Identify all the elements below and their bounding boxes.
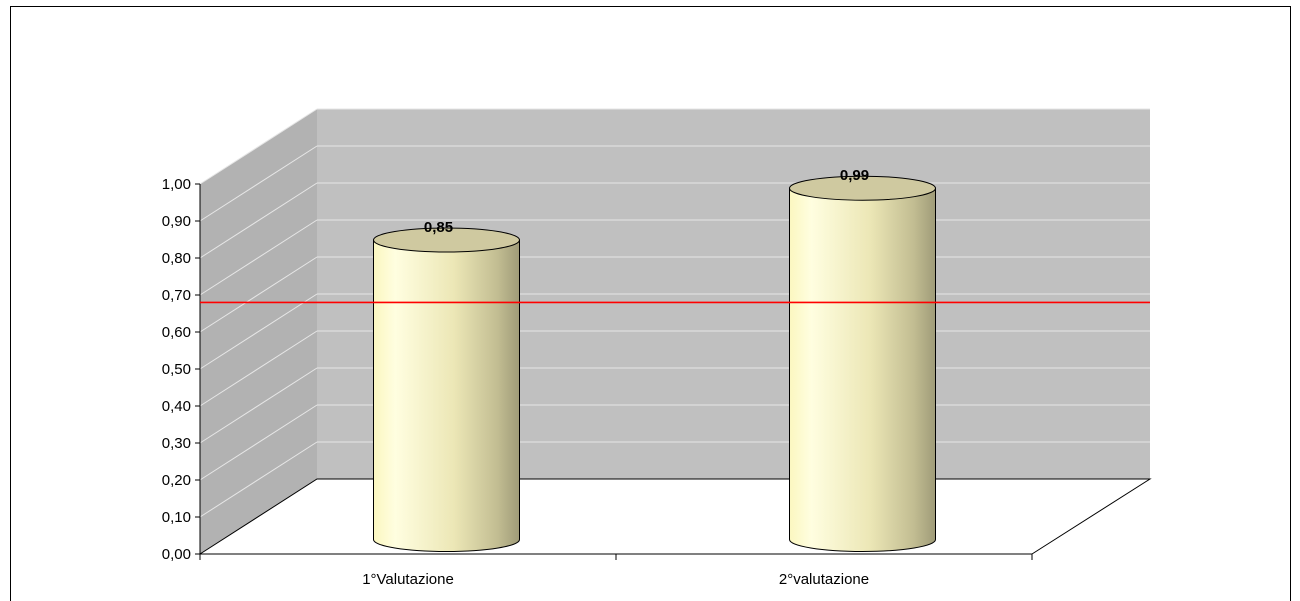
- bar-cylinder-top: [789, 175, 936, 201]
- x-category-label: 1°Valutazione: [362, 571, 454, 588]
- gridline-side: [199, 108, 318, 185]
- gridline-side: [199, 367, 318, 444]
- data-label: 0,85: [424, 219, 453, 236]
- gridline-side: [199, 219, 318, 296]
- data-label: 0,99: [840, 167, 869, 184]
- y-tick-label: 0,70: [162, 287, 191, 304]
- chart-frame: [10, 6, 1291, 601]
- gridline-side: [199, 293, 318, 370]
- y-tick-label: 0,60: [162, 324, 191, 341]
- y-tick-label: 0,30: [162, 435, 191, 452]
- bar-cylinder-body: [373, 239, 520, 552]
- x-category-label: 2°valutazione: [779, 571, 869, 588]
- bar-cylinder-top: [373, 227, 520, 253]
- gridline-side: [199, 404, 318, 481]
- y-tick-label: 0,80: [162, 250, 191, 267]
- y-tick-label: 0,10: [162, 509, 191, 526]
- y-tick-label: 0,20: [162, 472, 191, 489]
- gridline-side: [199, 441, 318, 518]
- bar-cylinder-body: [789, 187, 936, 552]
- floor-edge: [199, 478, 1152, 555]
- gridline-side: [199, 330, 318, 407]
- y-tick-label: 0,90: [162, 213, 191, 230]
- gridline-side: [199, 182, 318, 259]
- gridline-side: [199, 145, 318, 222]
- y-tick-label: 0,40: [162, 398, 191, 415]
- y-tick-label: 0,50: [162, 361, 191, 378]
- gridline-side: [199, 256, 318, 333]
- y-tick-label: 0,00: [162, 546, 191, 563]
- y-tick-label: 1,00: [162, 176, 191, 193]
